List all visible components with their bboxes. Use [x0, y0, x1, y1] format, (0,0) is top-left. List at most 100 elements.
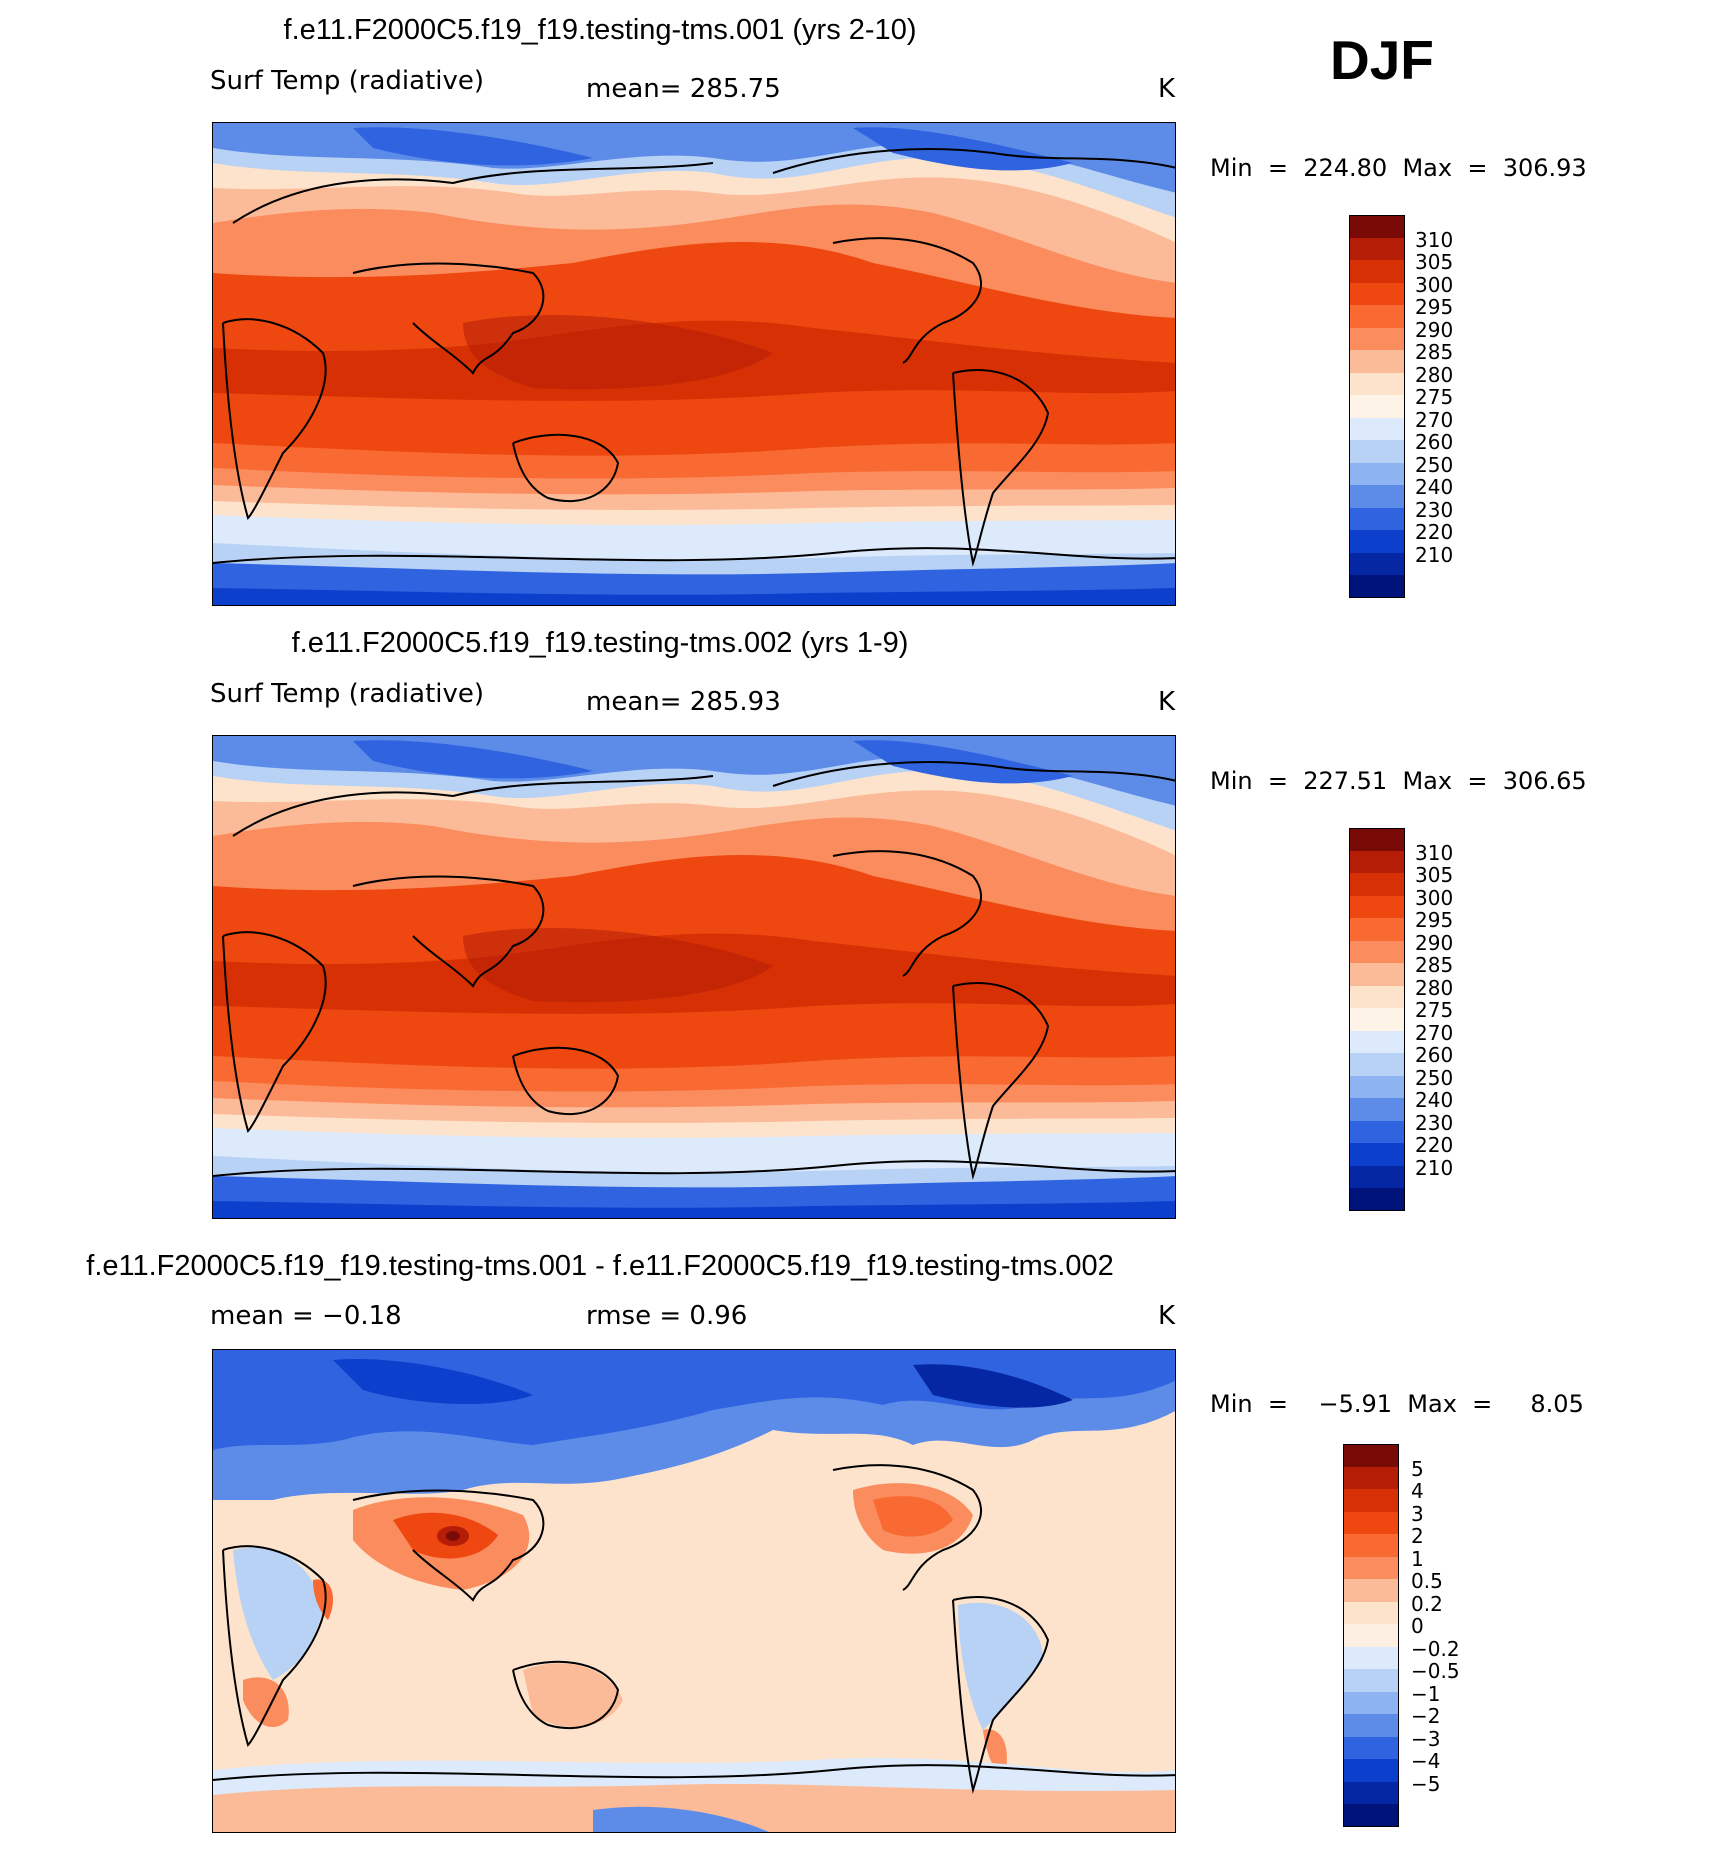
abs-colorbar-swatch	[1349, 350, 1405, 373]
diff-colorbar-tick-label: −1	[1411, 1681, 1441, 1706]
abs-colorbar-swatch	[1349, 985, 1405, 1008]
panel1-mean: mean= 285.75	[586, 74, 781, 104]
abs-colorbar-tick-label: 300	[1415, 272, 1454, 297]
abs-colorbar-tick-label: 260	[1415, 1043, 1454, 1067]
abs-colorbar-swatch	[1349, 1188, 1405, 1211]
abs-colorbar-swatch	[1349, 850, 1405, 873]
panel1-units: K	[1158, 74, 1176, 104]
abs-colorbar-swatch	[1349, 1053, 1405, 1076]
abs-colorbar-tick-label: 305	[1415, 250, 1454, 274]
panel2-minmax: Min = 227.51 Max = 306.65	[1210, 767, 1587, 795]
diff-colorbar-swatch	[1343, 1511, 1399, 1534]
diff-colorbar-swatch	[1343, 1759, 1399, 1782]
abs-colorbar-tick-label: 295	[1415, 295, 1454, 319]
abs-colorbar-tick-label: 295	[1415, 908, 1454, 932]
diff-colorbar-swatch	[1343, 1444, 1399, 1467]
diff-colorbar-tick-label: 0	[1411, 1614, 1424, 1638]
abs-colorbar-tick-label: 275	[1415, 998, 1454, 1022]
panel2-mean: mean= 285.93	[586, 687, 781, 717]
panel3-map	[212, 1349, 1176, 1833]
abs-colorbar-swatch	[1349, 1143, 1405, 1166]
panel3-title: f.e11.F2000C5.f19_f19.testing-tms.001 - …	[86, 1250, 1114, 1282]
panel2-map	[212, 735, 1176, 1219]
diff-colorbar-swatch	[1343, 1579, 1399, 1602]
abs-colorbar-swatch	[1349, 873, 1405, 896]
abs-colorbar-tick-label: 290	[1415, 930, 1454, 955]
diff-colorbar-swatch	[1343, 1489, 1399, 1512]
abs-colorbar-tick-label: 260	[1415, 430, 1454, 454]
season-label: DJF	[1330, 29, 1434, 91]
abs-colorbar-tick-label: 220	[1415, 1133, 1454, 1157]
diff-colorbar-swatch	[1343, 1714, 1399, 1737]
panel1-variable: Surf Temp (radiative)	[210, 66, 485, 96]
abs-colorbar-tick-label: 210	[1415, 542, 1454, 567]
diff-colorbar-tick-label: −4	[1411, 1749, 1441, 1773]
abs-colorbar-swatch	[1349, 918, 1405, 941]
panel2-variable: Surf Temp (radiative)	[210, 679, 485, 709]
abs-colorbar-swatch	[1349, 1098, 1405, 1121]
diff-colorbar-swatch	[1343, 1691, 1399, 1714]
abs-colorbar-tick-label: 290	[1415, 317, 1454, 342]
abs-colorbar-swatch	[1349, 305, 1405, 328]
diff-colorbar-tick-label: −2	[1411, 1704, 1441, 1728]
abs-colorbar-tick-label: 305	[1415, 863, 1454, 887]
panel3-minmax: Min = −5.91 Max = 8.05	[1210, 1390, 1584, 1418]
abs-colorbar-tick-label: 250	[1415, 452, 1454, 477]
panel1-temperature-field	[213, 123, 1175, 605]
abs-colorbar-swatch	[1349, 1120, 1405, 1143]
diff-colorbar-swatch	[1343, 1601, 1399, 1624]
diff-colorbar-tick-label: 3	[1411, 1501, 1424, 1526]
abs-colorbar-tick-label: 285	[1415, 340, 1454, 364]
abs-colorbar-swatch	[1349, 552, 1405, 575]
abs-colorbar-tick-label: 230	[1415, 497, 1454, 522]
abs-colorbar-tick-label: 275	[1415, 385, 1454, 409]
abs-colorbar-tick-label: 220	[1415, 520, 1454, 544]
diff-colorbar-swatch	[1343, 1669, 1399, 1692]
abs-colorbar-swatch	[1349, 395, 1405, 418]
abs-colorbar-tick-label: 230	[1415, 1110, 1454, 1135]
diff-colorbar-tick-label: −5	[1411, 1771, 1441, 1796]
abs-colorbar-tick-label: 310	[1415, 227, 1454, 252]
abs-colorbar-tick-label: 250	[1415, 1065, 1454, 1090]
diff-colorbar-swatch	[1343, 1736, 1399, 1759]
abs-colorbar-tick-label: 210	[1415, 1155, 1454, 1180]
abs-colorbar-swatch	[1349, 1030, 1405, 1053]
panel2-temperature-field	[213, 736, 1175, 1218]
abs-colorbar-swatch	[1349, 940, 1405, 963]
panel2-units: K	[1158, 687, 1176, 717]
abs-colorbar-swatch	[1349, 327, 1405, 350]
abs-colorbar-swatch	[1349, 282, 1405, 305]
diff-colorbar-tick-label: 4	[1411, 1479, 1424, 1503]
panel3-rmse: rmse = 0.96	[586, 1301, 748, 1331]
panel1-title: f.e11.F2000C5.f19_f19.testing-tms.001 (y…	[283, 14, 917, 46]
abs-colorbar-swatch	[1349, 260, 1405, 283]
diff-colorbar-tick-label: 1	[1411, 1546, 1424, 1571]
panel1-minmax: Min = 224.80 Max = 306.93	[1210, 154, 1587, 182]
abs-colorbar-tick-label: 310	[1415, 840, 1454, 865]
diff-colorbar-tick-label: −0.5	[1411, 1659, 1460, 1683]
panel3-units: K	[1158, 1301, 1176, 1331]
diff-colorbar-tick-label: 0.2	[1411, 1591, 1443, 1616]
panel2-title: f.e11.F2000C5.f19_f19.testing-tms.002 (y…	[291, 627, 909, 659]
abs-colorbar-tick-label: 280	[1415, 362, 1454, 387]
abs-colorbar-swatch	[1349, 530, 1405, 553]
diff-colorbar-tick-label: −3	[1411, 1726, 1441, 1751]
abs-colorbar-tick-label: 300	[1415, 885, 1454, 910]
diff-colorbar-tick-label: 0.5	[1411, 1569, 1443, 1593]
panel1-map	[212, 122, 1176, 606]
abs-colorbar-tick-label: 240	[1415, 1088, 1454, 1112]
abs-colorbar-tick-label: 280	[1415, 975, 1454, 1000]
diff-colorbar-tick-label: 5	[1411, 1456, 1424, 1481]
diff-colorbar-swatch	[1343, 1646, 1399, 1669]
abs-colorbar-swatch	[1349, 485, 1405, 508]
panel3-mean: mean = −0.18	[210, 1301, 402, 1331]
diff-colorbar-swatch	[1343, 1466, 1399, 1489]
abs-colorbar-tick-label: 285	[1415, 953, 1454, 977]
abs-colorbar-swatch	[1349, 575, 1405, 598]
abs-colorbar-swatch	[1349, 1165, 1405, 1188]
abs-colorbar-swatch	[1349, 828, 1405, 851]
abs-colorbar-swatch	[1349, 440, 1405, 463]
abs-colorbar-tick-label: 270	[1415, 1020, 1454, 1045]
diff-colorbar-swatch	[1343, 1804, 1399, 1827]
diff-colorbar-swatch	[1343, 1624, 1399, 1647]
